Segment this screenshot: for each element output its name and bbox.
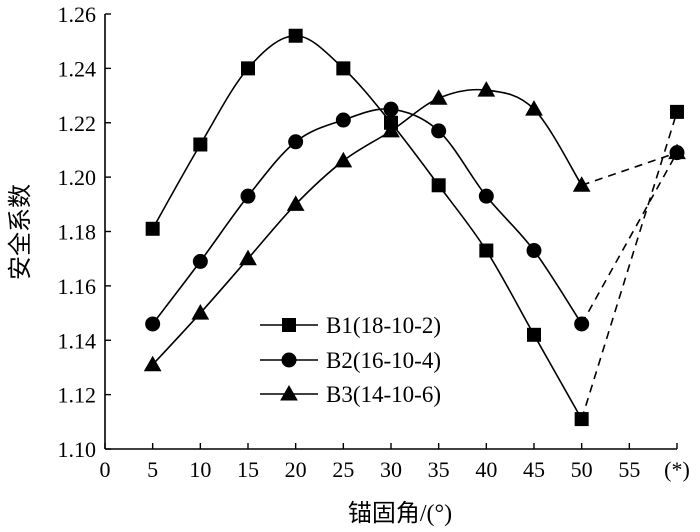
data-point (527, 327, 541, 342)
data-point (526, 243, 542, 259)
axes: 0 5 10 15 20 25 30 35 40 45 50 55 (*) 1.10 1.12 1.14 1.1… (58, 2, 690, 482)
y-tick-label: 1.18 (58, 220, 97, 245)
legend-marker (280, 384, 298, 401)
data-point (479, 243, 494, 258)
special-data-point (670, 104, 684, 119)
data-point (431, 123, 447, 139)
legend-label: B2(16-10-4) (326, 348, 441, 373)
series-line (152, 88, 583, 366)
data-point (240, 188, 256, 204)
legend-item: B1(18-10-2) (260, 313, 441, 338)
data-point (239, 249, 257, 266)
x-tick-label: 5 (147, 457, 158, 482)
series-line (152, 108, 583, 325)
y-tick-label: 1.20 (58, 165, 97, 190)
legend-item: B2(16-10-4) (260, 348, 441, 373)
special-dashed-line (581, 151, 678, 187)
y-tick-label: 1.26 (58, 2, 97, 27)
legend-label: B1(18-10-2) (326, 313, 441, 338)
y-tick-label: 1.16 (58, 274, 97, 299)
data-point (286, 195, 305, 211)
legend-label: B3(14-10-6) (326, 382, 441, 407)
x-tick-label: 45 (523, 457, 545, 482)
x-tick-label: 15 (237, 457, 259, 482)
legend-marker (281, 352, 297, 368)
legend-marker (282, 318, 296, 332)
x-tick-label: 10 (189, 457, 211, 482)
y-tick-label: 1.10 (58, 437, 97, 462)
y-tick-label: 1.22 (58, 111, 97, 136)
data-point (288, 134, 304, 150)
data-point (478, 188, 494, 204)
x-tick-label: 30 (380, 457, 402, 482)
y-tick-label: 1.24 (58, 56, 97, 81)
x-tick-label: 25 (332, 457, 354, 482)
data-point (572, 176, 591, 192)
series-layer (143, 28, 686, 427)
data-point (193, 137, 208, 152)
data-point (429, 89, 448, 105)
y-axis-title: 安全系数 (7, 184, 34, 280)
data-point (143, 355, 162, 372)
data-point (336, 61, 351, 76)
data-point (525, 100, 543, 116)
y-tick-label: 1.12 (58, 383, 97, 408)
data-point (192, 253, 208, 269)
series-line (151, 34, 583, 420)
data-point (288, 28, 303, 43)
x-tick-label: 20 (285, 457, 307, 482)
data-point (383, 101, 399, 117)
legend: B1(18-10-2) B2(16-10-4) B3(14-10-6) (260, 313, 441, 407)
data-point (335, 112, 351, 128)
x-tick-label: 50 (571, 457, 593, 482)
x-tick-label: 0 (100, 457, 111, 482)
special-dashed-line (580, 111, 678, 420)
data-point (431, 178, 446, 193)
special-dashed-line (580, 152, 678, 325)
data-point (191, 304, 210, 320)
series-2 (145, 101, 685, 332)
series-1 (145, 28, 684, 427)
data-point (334, 151, 353, 168)
x-axis-title: 锚固角/(°) (348, 500, 452, 527)
x-tick-label: 40 (475, 457, 497, 482)
data-point (241, 61, 255, 76)
x-tick-label: (*) (664, 457, 690, 482)
legend-item: B3(14-10-6) (260, 382, 441, 407)
data-point (145, 221, 160, 236)
data-point (574, 412, 589, 427)
data-point (382, 121, 400, 138)
data-point (574, 316, 590, 332)
special-data-point (668, 143, 686, 160)
series-3 (143, 81, 686, 372)
data-point (477, 81, 496, 97)
x-tick-label: 35 (428, 457, 450, 482)
y-tick-label: 1.14 (58, 328, 97, 353)
data-point (145, 316, 161, 332)
x-tick-label: 55 (618, 457, 640, 482)
